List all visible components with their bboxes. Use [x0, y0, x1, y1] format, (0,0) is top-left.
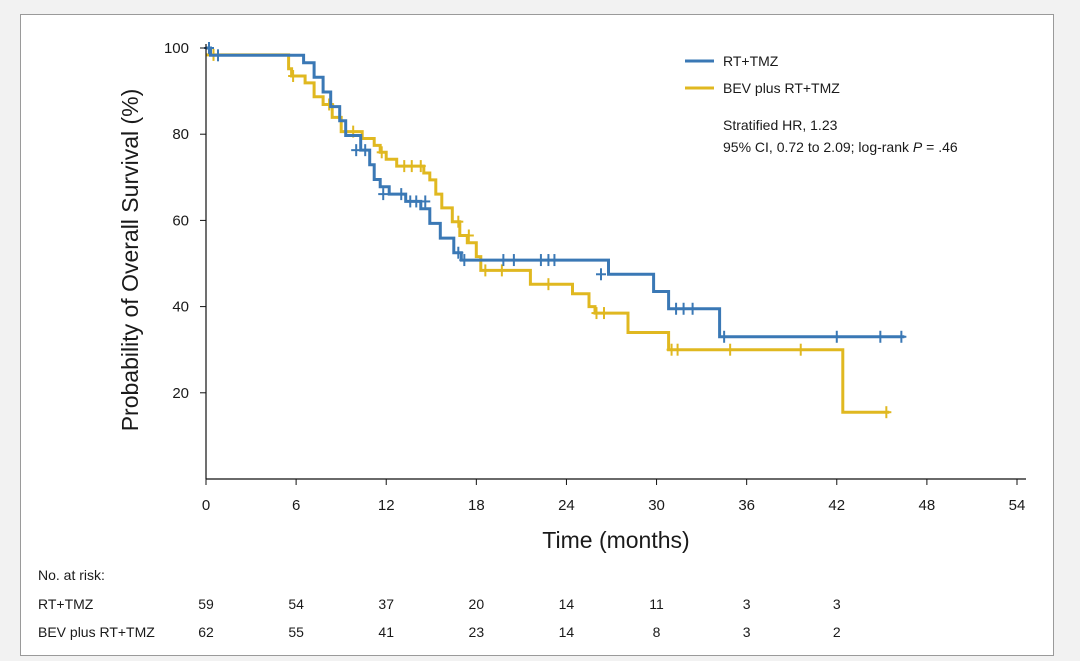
censor-mark [396, 188, 407, 201]
figure-frame [20, 14, 1054, 656]
censor-mark [595, 268, 606, 281]
x-tick-label: 24 [558, 497, 575, 514]
risk-value: 41 [378, 624, 394, 640]
censor-mark [406, 160, 417, 173]
censor-mark [420, 195, 431, 208]
censor-mark [324, 98, 335, 111]
x-tick-label: 48 [919, 497, 936, 514]
censor-mark [376, 146, 387, 159]
censor-mark [875, 330, 886, 343]
x-tick-label: 42 [828, 497, 845, 514]
risk-table: No. at risk: RT+TMZ BEV plus RT+TMZ 59 54… [38, 567, 841, 640]
censor-mark [213, 49, 224, 62]
risk-value: 59 [198, 596, 214, 612]
censor-mark [480, 264, 491, 277]
risk-value: 62 [198, 624, 214, 640]
censor-mark [496, 264, 507, 277]
ci-p-italic: P [913, 139, 923, 155]
hazard-ratio-annotation: Stratified HR, 1.23 95% CI, 0.72 to 2.09… [723, 117, 958, 155]
x-tick-label: 36 [738, 497, 755, 514]
risk-value: 2 [833, 624, 841, 640]
censor-mark [896, 330, 907, 343]
censor-mark [378, 188, 389, 201]
axes-layer [205, 44, 1026, 480]
censor-mark [508, 254, 519, 267]
censor-mark [678, 302, 689, 315]
y-ticks-layer: 20 40 60 80 100 [164, 40, 206, 402]
ci-line: 95% CI, 0.72 to 2.09; log-rank P = .46 [723, 139, 958, 155]
legend-label-bev: BEV plus RT+TMZ [723, 80, 840, 96]
censor-mark [795, 343, 806, 356]
censor-mark [543, 278, 554, 291]
risk-row-label-rt-tmz: RT+TMZ [38, 596, 94, 612]
risk-value: 8 [653, 624, 661, 640]
survival-curve-bev-rt-tmz [206, 53, 890, 414]
censor-mark [351, 144, 362, 157]
y-axis-title: Probability of Overall Survival (%) [117, 89, 143, 432]
ci-prefix: 95% CI, 0.72 to 2.09; log-rank [723, 139, 913, 155]
y-tick-label: 60 [172, 212, 189, 229]
risk-value: 14 [559, 624, 575, 640]
y-tick-label: 80 [172, 126, 189, 143]
risk-value: 3 [743, 624, 751, 640]
x-ticks-layer: 0 6 12 18 24 30 36 42 48 54 [202, 479, 1026, 514]
y-tick-label: 100 [164, 40, 189, 57]
x-tick-label: 0 [202, 497, 210, 514]
curves-layer [204, 42, 907, 419]
censor-mark [598, 307, 609, 320]
x-tick-label: 30 [648, 497, 665, 514]
risk-value: 11 [649, 596, 664, 612]
risk-values-layer: 59 54 37 20 14 11 3 3 62 55 41 23 14 8 3 2 [198, 596, 841, 640]
censor-mark [881, 406, 892, 419]
hr-line: Stratified HR, 1.23 [723, 117, 838, 133]
y-tick-label: 20 [172, 385, 189, 402]
legend-label-rt-tmz: RT+TMZ [723, 53, 779, 69]
risk-value: 54 [288, 596, 304, 612]
censor-mark [411, 195, 422, 208]
censor-mark [360, 144, 371, 157]
survival-curve-rt-tmz [206, 46, 905, 339]
censor-mark [831, 330, 842, 343]
x-tick-label: 6 [292, 497, 300, 514]
x-axis-title: Time (months) [542, 527, 689, 553]
censor-mark [459, 254, 470, 267]
risk-row-label-bev: BEV plus RT+TMZ [38, 624, 155, 640]
x-tick-label: 18 [468, 497, 485, 514]
censor-mark [687, 302, 698, 315]
x-tick-label: 54 [1009, 497, 1026, 514]
censor-mark [453, 215, 464, 228]
risk-value: 23 [469, 624, 485, 640]
censor-mark [725, 343, 736, 356]
risk-value: 14 [559, 596, 575, 612]
censor-mark [672, 343, 683, 356]
ci-suffix: = .46 [922, 139, 958, 155]
censor-mark [719, 330, 730, 343]
risk-table-title: No. at risk: [38, 567, 105, 583]
censor-mark [463, 229, 474, 242]
censor-mark [498, 254, 509, 267]
risk-value: 3 [743, 596, 751, 612]
censor-mark [549, 254, 560, 267]
x-tick-label: 12 [378, 497, 395, 514]
censor-mark [415, 160, 426, 173]
legend: RT+TMZ BEV plus RT+TMZ [685, 53, 840, 96]
censor-mark [288, 70, 299, 83]
risk-value: 20 [469, 596, 485, 612]
risk-value: 37 [378, 596, 394, 612]
y-tick-label: 40 [172, 299, 189, 316]
risk-value: 3 [833, 596, 841, 612]
censor-mark [453, 246, 464, 259]
risk-value: 55 [288, 624, 304, 640]
